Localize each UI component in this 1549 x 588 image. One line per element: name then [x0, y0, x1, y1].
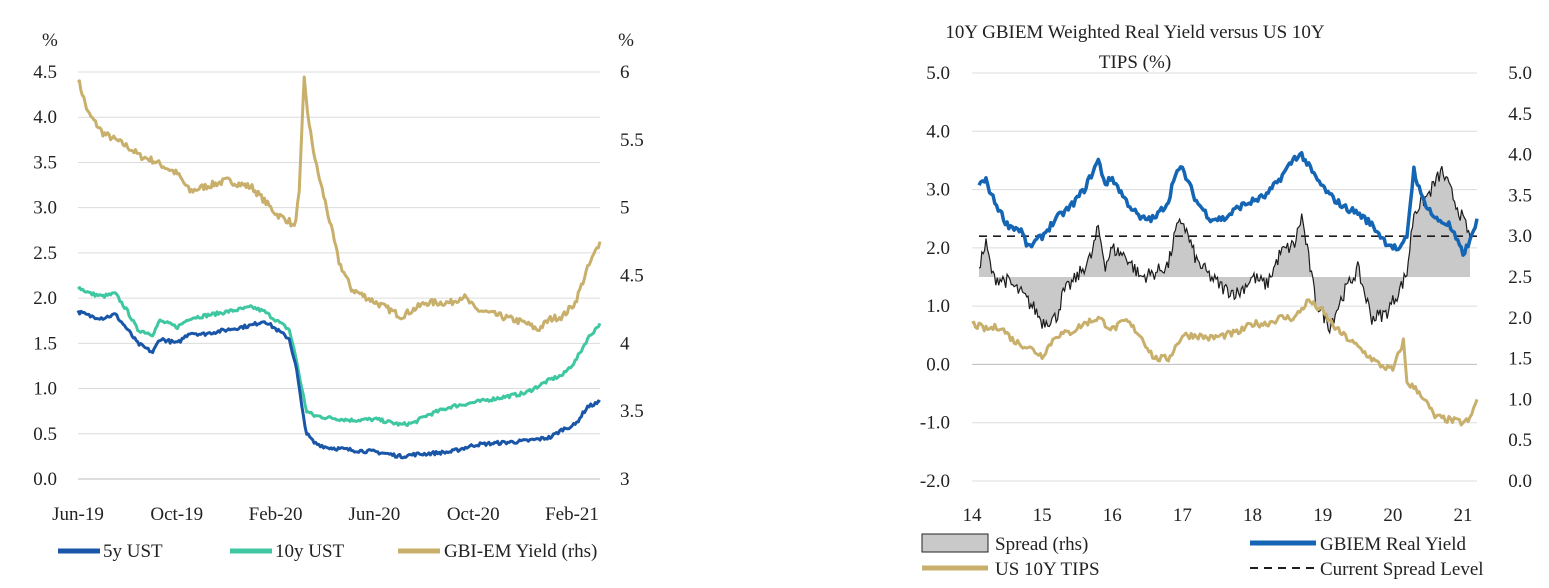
legend-label-10y: 10y UST — [275, 541, 345, 562]
right-chart-y-tick-label: -1.0 — [920, 413, 950, 434]
right-chart-y2-tick-label: 0.0 — [1508, 471, 1532, 492]
legend-label-spread: Spread (rhs) — [995, 534, 1088, 555]
right-chart-y-tick-label: 4.0 — [926, 121, 950, 142]
right-chart-y2-tick-label: 2.5 — [1508, 267, 1532, 288]
left-x-tick-label: Jun-19 — [52, 504, 104, 525]
right-chart-x-tick-label: 19 — [1313, 505, 1332, 526]
right-chart-y2-tick-label: 2.0 — [1508, 308, 1532, 329]
line-series-10y-ust — [77, 286, 602, 427]
line-series-us-tips — [971, 298, 1479, 427]
legend-label-gbiem-yield: GBI-EM Yield (rhs) — [444, 541, 597, 562]
left-y-tick-label: 2.0 — [33, 288, 57, 309]
left-y2-tick-label: 5 — [620, 198, 630, 219]
right-chart-x-tick-label: 20 — [1383, 505, 1402, 526]
spread-outline — [978, 165, 1471, 335]
right-series — [971, 150, 1479, 427]
left-x-ticks: Jun-19 Oct-19 Feb-20 Jun-20 Oct-20 Feb-21 — [52, 504, 599, 525]
right-chart-y-tick-label: -2.0 — [920, 471, 950, 492]
left-axis-unit: % — [42, 30, 58, 51]
right-chart-y2-tick-label: 3.5 — [1508, 185, 1532, 206]
right-chart-y2-tick-label: 1.5 — [1508, 349, 1532, 370]
left-x-tick-label: Feb-20 — [249, 504, 303, 525]
right-chart-x-tick-label: 17 — [1173, 505, 1192, 526]
right-chart-x-tick-label: 18 — [1243, 505, 1262, 526]
left-y-tick-label: 1.5 — [33, 333, 57, 354]
left-series — [76, 75, 602, 460]
legend-label-gbiem-real-yield: GBIEM Real Yield — [1320, 534, 1466, 555]
right-chart-y2-tick-label: 1.0 — [1508, 389, 1532, 410]
left-y-tick-label: 0.0 — [33, 469, 57, 490]
right-chart-x-tick-label: 16 — [1103, 505, 1122, 526]
left-y2-tick-label: 5.5 — [620, 130, 644, 151]
right-chart-x-tick-label: 21 — [1453, 505, 1472, 526]
right-chart-x-ticks: 14 15 16 17 18 19 20 21 — [963, 505, 1473, 526]
left-y-tick-label: 4.0 — [33, 107, 57, 128]
right-chart-y-tick-label: 0.0 — [926, 354, 950, 375]
right-chart-y2-ticks: 0.0 0.5 1.0 1.5 2.0 2.5 3.0 3.5 4.0 4.5 5.0 — [1508, 63, 1532, 492]
left-y2-tick-label: 6 — [620, 62, 630, 83]
right-axis-unit: % — [618, 30, 634, 51]
right-chart-y-tick-label: 1.0 — [926, 296, 950, 317]
left-x-tick-label: Oct-19 — [150, 504, 203, 525]
left-y-tick-label: 0.5 — [33, 424, 57, 445]
right-chart-y-tick-label: 5.0 — [926, 63, 950, 84]
right-chart-y-tick-label: 3.0 — [926, 180, 950, 201]
left-legend: 5y UST 10y UST GBI-EM Yield (rhs) — [58, 541, 597, 562]
left-y2-tick-label: 4.5 — [620, 266, 644, 287]
right-chart-title-line2: TIPS (%) — [1099, 52, 1171, 73]
right-chart-title-line1: 10Y GBIEM Weighted Real Yield versus US … — [945, 22, 1325, 43]
left-chart: % % 0.0 0.5 1.0 1.5 2.0 2.5 3.0 3.5 4.0 4.5 3 3.5 4… — [33, 30, 644, 562]
left-y2-ticks: 3 3.5 4 4.5 5 5.5 6 — [620, 62, 644, 490]
left-y-tick-label: 1.0 — [33, 379, 57, 400]
right-chart-y2-tick-label: 3.0 — [1508, 226, 1532, 247]
legend-label-current-spread: Current Spread Level — [1320, 559, 1484, 580]
legend-label-5y: 5y UST — [103, 541, 163, 562]
left-y-tick-label: 2.5 — [33, 243, 57, 264]
legend-label-us-tips: US 10Y TIPS — [995, 559, 1100, 580]
line-series-gbiem-yield — [76, 75, 602, 332]
right-chart-y2-tick-label: 5.0 — [1508, 63, 1532, 84]
left-x-tick-label: Feb-21 — [545, 504, 599, 525]
left-y2-tick-label: 3.5 — [620, 401, 644, 422]
right-chart-y-tick-label: 2.0 — [926, 238, 950, 259]
right-chart-y-ticks: -2.0 -1.0 0.0 1.0 2.0 3.0 4.0 5.0 — [920, 63, 950, 492]
right-chart-y2-tick-label: 4.0 — [1508, 145, 1532, 166]
right-chart-y2-tick-label: 0.5 — [1508, 430, 1532, 451]
right-chart: 10Y GBIEM Weighted Real Yield versus US … — [920, 22, 1532, 580]
left-y-ticks: 0.0 0.5 1.0 1.5 2.0 2.5 3.0 3.5 4.0 4.5 — [33, 62, 57, 490]
left-y2-tick-label: 4 — [620, 333, 630, 354]
right-chart-y2-tick-label: 4.5 — [1508, 104, 1532, 125]
line-series-gbiem-real-yield — [977, 150, 1479, 257]
right-chart-x-tick-label: 14 — [963, 505, 983, 526]
right-chart-x-tick-label: 15 — [1033, 505, 1052, 526]
left-gridlines — [78, 71, 600, 435]
left-x-tick-label: Oct-20 — [447, 504, 500, 525]
left-y2-tick-label: 3 — [620, 469, 630, 490]
left-x-tick-label: Jun-20 — [349, 504, 401, 525]
line-series-5y-ust — [76, 309, 601, 460]
right-legend: Spread (rhs) GBIEM Real Yield US 10Y TIP… — [921, 533, 1484, 580]
left-y-tick-label: 3.5 — [33, 152, 57, 173]
left-y-tick-label: 4.5 — [33, 62, 57, 83]
left-y-tick-label: 3.0 — [33, 198, 57, 219]
legend-swatch-spread — [921, 533, 989, 553]
